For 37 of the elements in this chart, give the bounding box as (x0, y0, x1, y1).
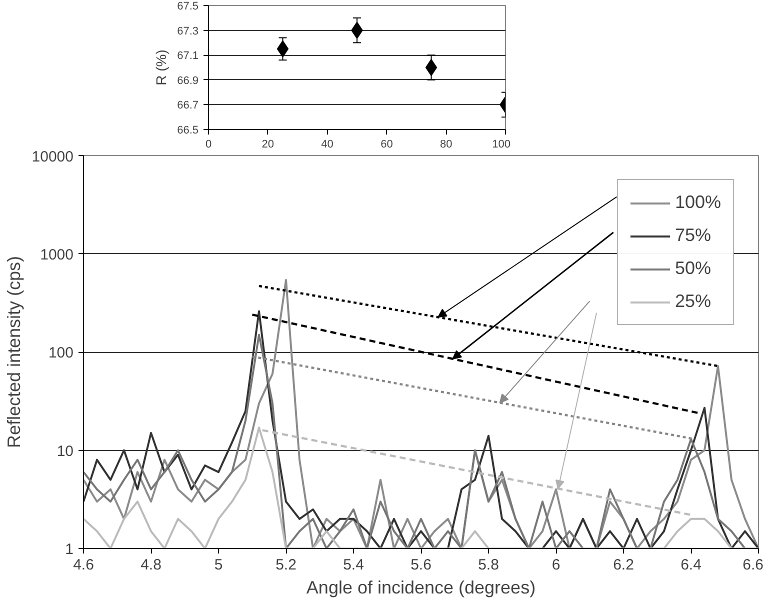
legend-label: 25% (674, 291, 711, 312)
x-tick-label: 4.8 (140, 556, 162, 574)
legend-label: 100% (674, 192, 721, 213)
y-tick-label: 67.5 (177, 0, 199, 12)
x-tick-label: 0 (205, 138, 212, 150)
x-tick-label: 60 (380, 138, 393, 150)
legend-label: 75% (674, 225, 711, 246)
y-tick-label: 1000 (40, 246, 74, 264)
x-tick-label: 5.4 (343, 556, 364, 574)
x-axis-title: Angle of incidence (degrees) (306, 578, 536, 598)
x-tick-label: 5 (214, 556, 223, 574)
x-tick-label: 6.6 (742, 556, 763, 574)
x-tick-label: 6.4 (680, 556, 702, 574)
x-tick-label: 100 (492, 138, 511, 150)
x-tick-label: 4.6 (73, 556, 94, 574)
y-tick-label: 1 (65, 541, 74, 558)
y-axis-title: R (%) (153, 50, 170, 86)
x-tick-label: 6.2 (613, 556, 634, 574)
y-tick-label: 10000 (32, 148, 74, 166)
x-tick-label: 20 (262, 138, 274, 150)
x-tick-label: 6 (552, 556, 560, 574)
point (276, 40, 289, 58)
y-tick-label: 10 (56, 442, 74, 460)
y-tick-label: 67.1 (177, 50, 199, 62)
y-tick-label: 66.5 (177, 124, 199, 136)
y-tick-label: 100 (48, 344, 74, 362)
y-tick-label: 67.3 (177, 25, 199, 38)
y-tick-label: 66.7 (177, 100, 199, 112)
point (425, 59, 438, 76)
legend-label: 50% (674, 258, 711, 279)
y-tick-label: 66.9 (177, 74, 199, 87)
x-tick-label: 40 (321, 138, 334, 150)
y-axis-title: Reflected intensity (cps) (4, 256, 24, 448)
x-tick-label: 5.6 (410, 556, 432, 574)
x-tick-label: 5.2 (276, 556, 296, 574)
x-tick-label: 5.8 (478, 556, 499, 574)
x-tick-label: 80 (440, 138, 452, 150)
